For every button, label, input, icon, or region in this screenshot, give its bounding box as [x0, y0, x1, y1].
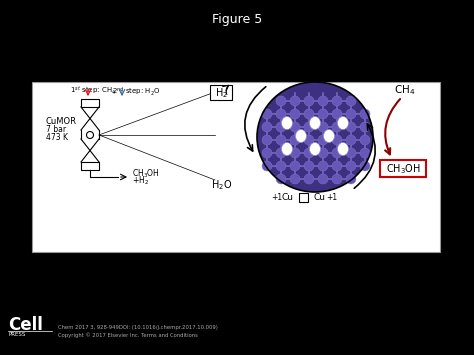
- Circle shape: [360, 122, 370, 132]
- Ellipse shape: [323, 130, 335, 142]
- Circle shape: [346, 161, 356, 171]
- Circle shape: [290, 148, 300, 158]
- Text: Cu: Cu: [282, 192, 294, 202]
- Text: +1: +1: [272, 192, 283, 202]
- Circle shape: [318, 161, 328, 171]
- Circle shape: [360, 135, 370, 145]
- Text: CuMOR: CuMOR: [46, 118, 77, 126]
- Text: +2: +2: [327, 73, 337, 82]
- Circle shape: [318, 109, 328, 119]
- Circle shape: [276, 161, 286, 171]
- Circle shape: [290, 174, 300, 184]
- Ellipse shape: [337, 142, 348, 155]
- Circle shape: [304, 148, 314, 158]
- Ellipse shape: [257, 82, 373, 192]
- Circle shape: [304, 135, 314, 145]
- Ellipse shape: [310, 142, 320, 155]
- Circle shape: [332, 148, 342, 158]
- Circle shape: [276, 135, 286, 145]
- Circle shape: [290, 135, 300, 145]
- Text: H$_2$: H$_2$: [215, 86, 228, 100]
- Ellipse shape: [282, 116, 292, 130]
- Circle shape: [304, 161, 314, 171]
- Text: 2$^{nd}$ step: H$_2$O: 2$^{nd}$ step: H$_2$O: [112, 85, 161, 98]
- Text: Cu: Cu: [314, 192, 326, 202]
- Circle shape: [86, 131, 93, 138]
- Bar: [380, 160, 426, 177]
- Bar: [210, 85, 232, 100]
- Circle shape: [332, 135, 342, 145]
- Bar: [32, 82, 440, 252]
- Text: O: O: [303, 70, 310, 78]
- Circle shape: [276, 96, 286, 106]
- Circle shape: [262, 161, 272, 171]
- Text: Cell: Cell: [8, 316, 43, 334]
- Circle shape: [262, 122, 272, 132]
- Circle shape: [290, 122, 300, 132]
- Ellipse shape: [257, 82, 373, 192]
- Text: +1: +1: [327, 192, 337, 202]
- Circle shape: [262, 148, 272, 158]
- Circle shape: [290, 109, 300, 119]
- Circle shape: [332, 109, 342, 119]
- Circle shape: [276, 109, 286, 119]
- Circle shape: [346, 135, 356, 145]
- Circle shape: [304, 109, 314, 119]
- Circle shape: [304, 122, 314, 132]
- Circle shape: [346, 174, 356, 184]
- Circle shape: [318, 122, 328, 132]
- Text: Cu: Cu: [289, 73, 301, 82]
- Ellipse shape: [337, 116, 348, 130]
- Ellipse shape: [295, 130, 307, 142]
- Text: CH$_4$: CH$_4$: [394, 83, 416, 97]
- Circle shape: [360, 148, 370, 158]
- Text: +2: +2: [278, 73, 290, 82]
- Circle shape: [276, 174, 286, 184]
- Text: CH$_3$OH: CH$_3$OH: [385, 162, 420, 176]
- Circle shape: [346, 148, 356, 158]
- Text: Cu: Cu: [314, 73, 326, 82]
- Circle shape: [332, 161, 342, 171]
- Text: 473 K: 473 K: [46, 132, 68, 142]
- Circle shape: [346, 96, 356, 106]
- Circle shape: [304, 174, 314, 184]
- Circle shape: [276, 148, 286, 158]
- Circle shape: [290, 96, 300, 106]
- Circle shape: [332, 96, 342, 106]
- Bar: [81, 99, 99, 107]
- Circle shape: [318, 174, 328, 184]
- Bar: [299, 193, 308, 202]
- Text: 7 bar: 7 bar: [46, 126, 66, 135]
- Text: H$_2$O: H$_2$O: [211, 178, 233, 192]
- Circle shape: [318, 135, 328, 145]
- Circle shape: [318, 96, 328, 106]
- Text: Copyright © 2017 Elsevier Inc. Terms and Conditions: Copyright © 2017 Elsevier Inc. Terms and…: [58, 332, 198, 338]
- Text: Chem 2017 3, 928-949DOI: (10.1016/j.chempr.2017.10.009): Chem 2017 3, 928-949DOI: (10.1016/j.chem…: [58, 324, 218, 329]
- Circle shape: [276, 122, 286, 132]
- Circle shape: [332, 122, 342, 132]
- Bar: [81, 162, 99, 170]
- Circle shape: [346, 122, 356, 132]
- Circle shape: [304, 96, 314, 106]
- Circle shape: [360, 109, 370, 119]
- Text: CH$_3$OH: CH$_3$OH: [132, 168, 160, 180]
- Text: +H$_2$: +H$_2$: [132, 175, 149, 187]
- Circle shape: [346, 109, 356, 119]
- Circle shape: [318, 148, 328, 158]
- Text: Figure 5: Figure 5: [212, 13, 262, 26]
- Text: 1$^{st}$ step: CH$_4$: 1$^{st}$ step: CH$_4$: [70, 85, 116, 97]
- Text: PRESS: PRESS: [9, 333, 27, 338]
- Circle shape: [290, 161, 300, 171]
- Circle shape: [262, 135, 272, 145]
- Ellipse shape: [310, 116, 320, 130]
- Ellipse shape: [282, 142, 292, 155]
- Circle shape: [262, 109, 272, 119]
- Circle shape: [332, 174, 342, 184]
- Circle shape: [360, 161, 370, 171]
